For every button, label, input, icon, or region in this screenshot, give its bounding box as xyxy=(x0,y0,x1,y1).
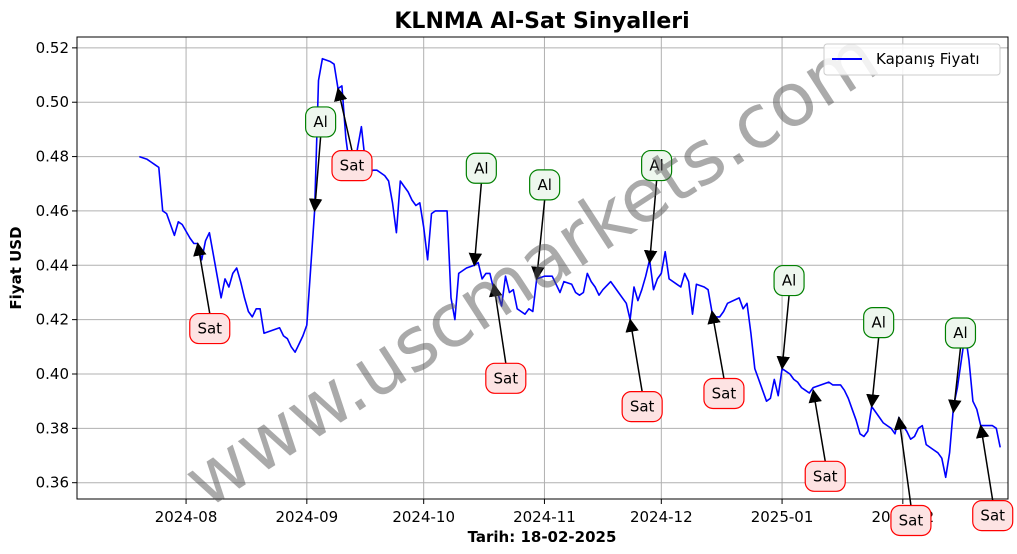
annotation-label: Al xyxy=(649,157,663,175)
annotation-arrow xyxy=(893,416,912,506)
legend: Kapanış Fiyatı xyxy=(823,43,1001,76)
annotation-box xyxy=(890,504,932,537)
series-line xyxy=(139,57,1001,479)
annotation-arrow xyxy=(808,388,826,462)
y-tick-label: 0.46 xyxy=(36,202,69,220)
sell-annotation: Sat xyxy=(621,318,663,423)
chart-title: KLNMA Al-Sat Sinyalleri xyxy=(394,9,689,34)
annotation-arrow xyxy=(531,199,546,281)
annotation-label: Sat xyxy=(813,467,838,485)
y-tick-label: 0.38 xyxy=(36,419,69,437)
sell-annotation: Sat xyxy=(331,87,373,182)
x-tick-label: 2024-11 xyxy=(513,508,576,526)
buy-annotation: Al xyxy=(773,264,805,370)
annotation-arrow xyxy=(193,242,211,314)
buy-annotation: Al xyxy=(305,106,337,213)
x-tick-label: 2025-01 xyxy=(751,508,814,526)
annotation-box xyxy=(703,377,745,410)
annotation-arrow xyxy=(308,136,323,213)
annotation-label: Sat xyxy=(340,157,365,175)
buy-annotation: Al xyxy=(529,169,561,281)
buy-annotation: Al xyxy=(863,307,895,408)
annotation-box xyxy=(621,391,663,423)
y-tick-label: 0.42 xyxy=(36,311,69,329)
x-tick-label: 2024-09 xyxy=(275,508,338,526)
annotation-label: Al xyxy=(537,176,551,194)
annotation-arrow xyxy=(975,424,994,501)
annotation-label: Sat xyxy=(630,398,655,416)
buy-annotation: Al xyxy=(465,152,497,267)
annotation-arrow xyxy=(625,318,643,392)
y-tick-label: 0.48 xyxy=(36,148,69,166)
annotation-arrow xyxy=(334,87,353,151)
annotation-box xyxy=(863,307,895,339)
x-tick-label: 2024-10 xyxy=(392,508,455,526)
x-axis-label: Tarih: 18-02-2025 xyxy=(468,528,617,546)
sell-annotation: Sat xyxy=(890,416,932,537)
annotation-box xyxy=(485,362,527,394)
series-layer xyxy=(139,57,1001,479)
sell-annotation: Sat xyxy=(804,388,846,492)
annotation-box xyxy=(773,264,805,297)
annotation-arrow xyxy=(707,310,725,379)
y-tick-label: 0.40 xyxy=(36,365,69,383)
annotation-label: Al xyxy=(782,272,796,290)
y-tick-label: 0.50 xyxy=(36,93,69,111)
annotation-label: Sat xyxy=(899,511,924,529)
legend-label: Kapanış Fiyatı xyxy=(876,50,980,68)
annotation-arrow xyxy=(866,337,880,408)
annotations-layer: Sat Al Sat Al Sat Al Sat Al Sat Al Sat Al Sat Al Sat xyxy=(189,87,1014,537)
y-tick-label: 0.52 xyxy=(36,39,69,57)
annotation-arrow xyxy=(643,180,658,264)
buy-annotation: Al xyxy=(641,149,673,264)
annotation-box xyxy=(641,149,673,182)
annotation-label: Sat xyxy=(712,384,737,402)
annotation-label: Sat xyxy=(197,320,222,338)
y-tick-label: 0.44 xyxy=(36,256,69,274)
annotation-label: Sat xyxy=(980,507,1005,525)
sell-annotation: Sat xyxy=(972,424,1014,532)
annotation-box xyxy=(529,169,561,201)
annotation-box xyxy=(305,106,337,138)
annotation-label: Al xyxy=(313,113,327,131)
annotation-label: Sat xyxy=(494,369,519,387)
sell-annotation: Sat xyxy=(485,282,527,394)
annotation-label: Al xyxy=(474,159,488,177)
x-tick-label: 2024-12 xyxy=(630,508,693,526)
legend-box xyxy=(823,43,1001,76)
sell-annotation: Sat xyxy=(189,242,231,345)
y-tick-label: 0.36 xyxy=(36,474,69,492)
y-axis-ticks: 0.36 0.38 0.40 0.42 0.44 0.46 0.48 0.50 0.52 xyxy=(36,39,77,492)
x-tick-label: 2024-08 xyxy=(155,508,218,526)
annotation-label: Al xyxy=(871,314,885,332)
annotation-box xyxy=(804,460,846,492)
annotation-arrow xyxy=(468,183,483,267)
plot-frame xyxy=(76,36,1009,500)
annotation-arrow xyxy=(488,282,507,364)
annotation-box xyxy=(189,312,231,345)
annotation-label: Al xyxy=(953,324,967,342)
annotation-box xyxy=(465,152,497,184)
annotation-box xyxy=(972,500,1014,532)
sell-annotation: Sat xyxy=(703,310,745,410)
annotation-box xyxy=(944,317,977,349)
annotation-arrow xyxy=(776,295,790,370)
annotation-arrow xyxy=(948,347,962,414)
x-axis-ticks: 2024-08 2024-09 2024-10 2024-11 2024-12 2025-… xyxy=(155,499,934,526)
buy-annotation: Al xyxy=(944,317,977,414)
y-axis-label: Fiyat USD xyxy=(7,226,25,309)
annotation-box xyxy=(331,150,373,182)
